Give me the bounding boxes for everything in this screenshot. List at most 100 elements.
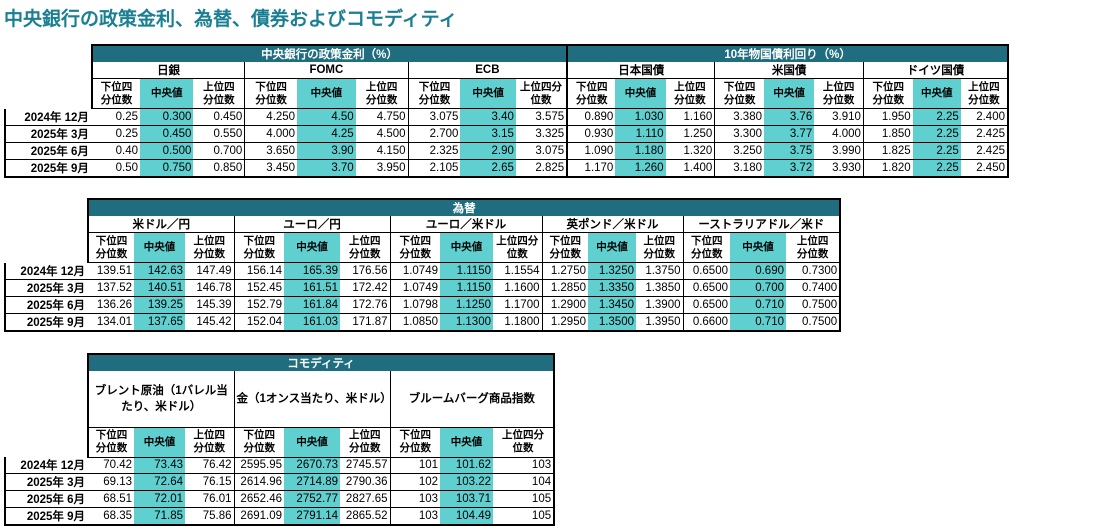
table-cell: 72.01 — [134, 490, 185, 508]
table-cell: 1.170 — [566, 159, 616, 178]
sub-header-line: 上位四 — [203, 80, 235, 93]
table-cell: 137.52 — [88, 279, 134, 297]
table-row: 2025年 6月 0.40 0.500 0.700 3.650 3.90 4.150 2.32… — [4, 142, 1010, 160]
sub-header-line: 下位四 — [95, 429, 128, 441]
row-label: 2024年 12月 — [4, 457, 88, 474]
sub-header-line: 下位四 — [399, 234, 432, 247]
group-header: 日銀 — [90, 62, 245, 79]
page-title: 中央銀行の政策金利、為替、債券およびコモディティ — [4, 8, 458, 30]
table-cell: 1.3350 — [588, 279, 636, 297]
sub-header-line: 分位数 — [399, 247, 432, 260]
table-cell: 76.42 — [185, 457, 234, 474]
row-label: 2025年 6月 — [4, 142, 92, 160]
group-header: ーストラリアドル／米ド — [682, 216, 842, 233]
table-cell: 0.25 — [91, 125, 141, 143]
table-cell: 3.450 — [244, 159, 298, 178]
table-cell: 3.910 — [814, 108, 864, 126]
table-cell: 0.300 — [140, 108, 194, 126]
row-label: 2025年 6月 — [4, 296, 88, 314]
table-cell: 2714.89 — [284, 473, 340, 491]
table-cell: 165.39 — [284, 262, 340, 280]
sub-header-line: 中央値 — [624, 87, 657, 99]
table-row: 2025年 9月 134.01 137.65 145.42 152.04 161.03 17… — [4, 313, 842, 332]
table-cell: 1.820 — [862, 159, 913, 178]
sub-header: 上位四分位数 — [814, 78, 864, 109]
table-cell: 0.7500 — [786, 313, 842, 332]
table-cell: 1.1554 — [493, 262, 542, 280]
sub-header: 中央値 — [912, 78, 961, 109]
table-cell: 147.49 — [185, 262, 234, 280]
table-cell: 0.700 — [730, 279, 786, 297]
table-cell: 1.3250 — [588, 262, 636, 280]
table-cell: 0.6600 — [682, 313, 730, 332]
sub-header: 上位四分位数 — [340, 232, 390, 263]
table-row: 2024年 12月 70.42 73.43 76.42 2595.95 2670.73 27… — [4, 457, 556, 474]
sub-header-line: 分位数 — [203, 93, 235, 106]
group-header: 米ドル／円 — [87, 216, 234, 233]
sub-header: 中央値 — [140, 78, 194, 109]
table-cell: 1.1250 — [440, 296, 493, 314]
table-row: 2025年 6月 68.51 72.01 76.01 2652.46 2752.77 282… — [4, 490, 556, 508]
table-cell: 145.42 — [185, 313, 234, 332]
table-cell: 1.0749 — [389, 279, 440, 297]
sub-header: 上位四分位数 — [493, 427, 556, 458]
sub-header: 下位四 分位数 — [233, 232, 284, 263]
table-cell: 104 — [493, 473, 556, 491]
sub-header-line: 上位四 — [674, 80, 706, 93]
sub-header-line: 分位数 — [643, 247, 676, 260]
sub-header: 上位四分位数 — [340, 427, 390, 458]
table-cell: 171.87 — [340, 313, 390, 332]
sub-header-line: 下位四 — [872, 80, 905, 93]
table-cell: 2827.65 — [340, 490, 390, 508]
sub-header: 上位四分位数 — [636, 232, 683, 263]
table-cell: 3.075 — [407, 108, 461, 126]
sub-header-line: 分位数 — [968, 93, 1000, 106]
table-cell: 139.51 — [88, 262, 134, 280]
table-cell: 1.1300 — [440, 313, 493, 332]
table-cell: 1.030 — [615, 108, 666, 126]
sub-header-line: 中央値 — [296, 435, 328, 448]
sub-header: 下位四 分位数 — [714, 78, 764, 109]
sub-header: 中央値 — [440, 427, 493, 458]
sub-header: 中央値 — [588, 232, 636, 263]
sub-header: 上位四分位数 — [193, 78, 245, 109]
table-cell: 2.325 — [407, 142, 461, 160]
sub-header: 下位四 分位数 — [389, 232, 440, 263]
table-cell: 72.64 — [134, 473, 185, 491]
sub-header-line: 下位四 — [100, 80, 133, 93]
sub-header-line: 分位数 — [95, 442, 128, 454]
table-cell: 3.300 — [714, 125, 764, 143]
row-label: 2025年 9月 — [4, 159, 92, 178]
sub-header: 下位四 分位数 — [407, 78, 461, 109]
sub-header-line: 上位四分 — [502, 429, 545, 441]
table-cell: 136.26 — [88, 296, 134, 314]
sub-header-line: 中央値 — [472, 87, 504, 99]
sub-header-line: 分位数 — [243, 247, 276, 260]
sub-header-line: 下位四 — [255, 80, 287, 93]
sub-header-line: 下位四 — [691, 234, 723, 247]
group-header: 金（1オンス当たり、米ドル） — [233, 371, 390, 428]
sub-header: 中央値 — [730, 232, 786, 263]
sub-header: 上位四分位数 — [185, 232, 234, 263]
sub-header-line: 中央値 — [310, 87, 343, 99]
table-cell: 2790.36 — [340, 473, 390, 491]
table-cell: 0.710 — [730, 296, 786, 314]
table-cell: 0.25 — [91, 108, 141, 126]
table-row: 2024年 12月 139.51 142.63 147.49 156.14 165.39 1… — [4, 262, 842, 280]
table-cell: 103.22 — [440, 473, 493, 491]
table-cell: 0.850 — [193, 159, 245, 178]
table-cell: 2745.57 — [340, 457, 390, 474]
table-cell: 1.090 — [566, 142, 616, 160]
sub-header: 中央値 — [440, 232, 493, 263]
table-cell: 1.3850 — [636, 279, 683, 297]
table-cell: 3.930 — [814, 159, 864, 178]
sub-header: 上位四分位数 — [355, 78, 409, 109]
table-cell: 103 — [389, 490, 440, 508]
table-cell: 0.7400 — [786, 279, 842, 297]
table-cell: 70.42 — [88, 457, 134, 474]
table-cell: 3.650 — [244, 142, 298, 160]
table-cell: 1.850 — [862, 125, 913, 143]
sub-header-line: 上位四分 — [496, 234, 539, 247]
table-cell: 68.35 — [88, 507, 134, 526]
sub-header-line: 分位数 — [822, 93, 855, 106]
